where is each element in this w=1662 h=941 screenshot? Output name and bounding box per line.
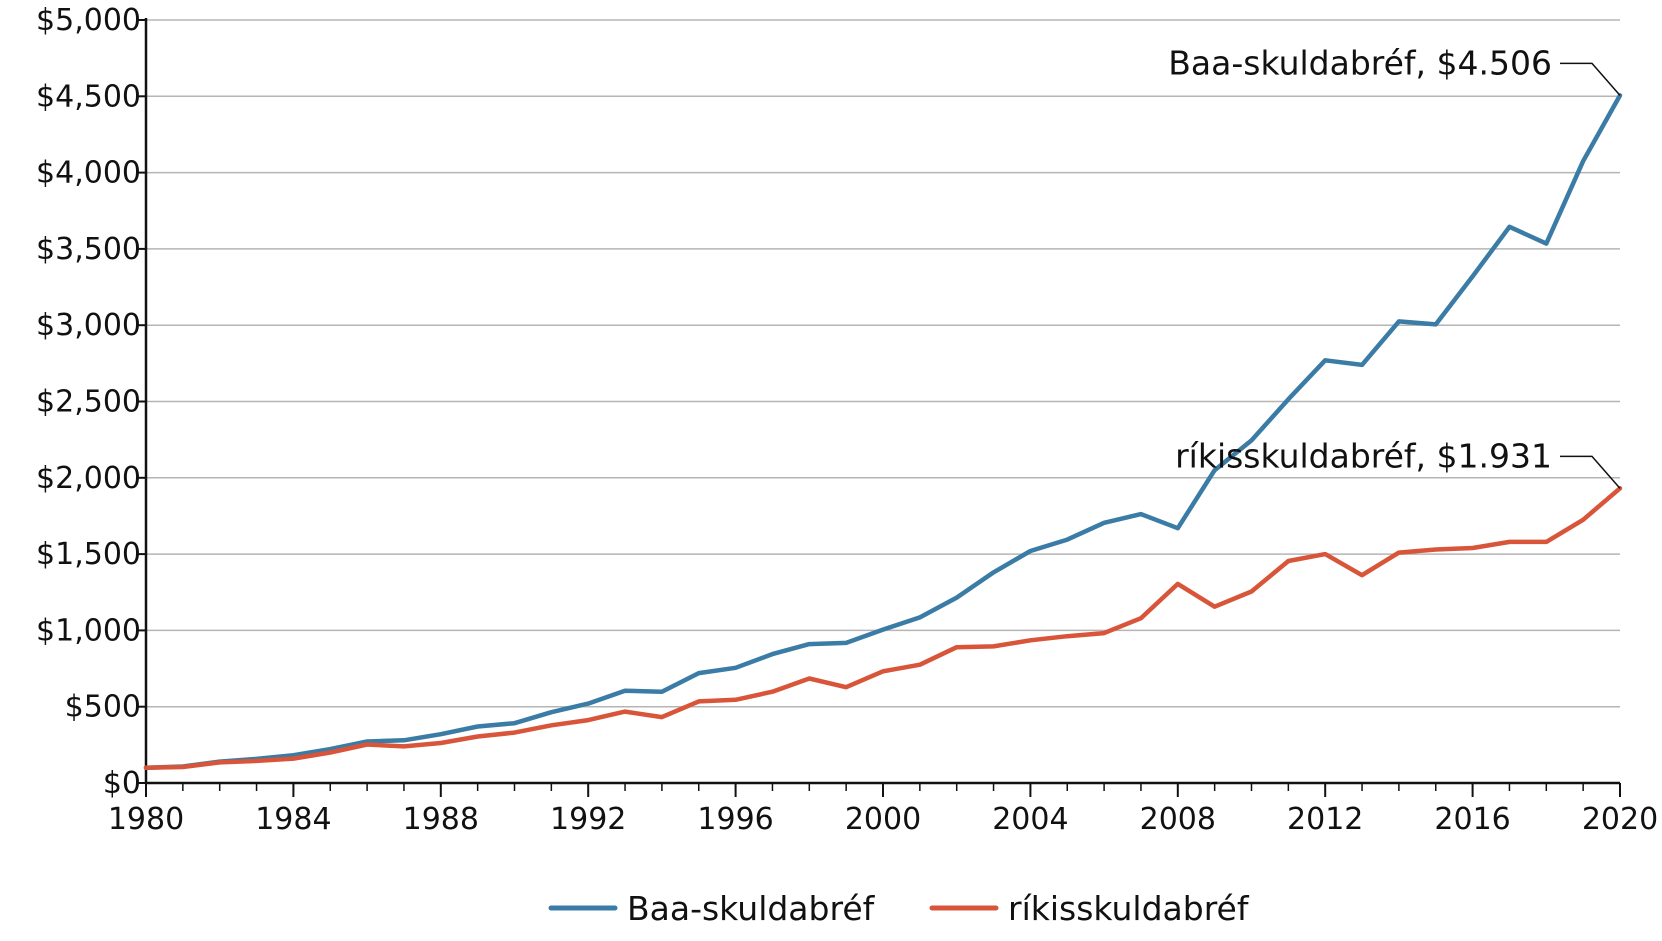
y-tick-label: $5,000 bbox=[36, 3, 141, 38]
series-end-label-2: ríkisskuldabréf, $1.931 bbox=[1175, 436, 1552, 475]
x-tick-label: 2008 bbox=[1140, 802, 1216, 837]
series-end-label-1: Baa-skuldabréf, $4.506 bbox=[1168, 43, 1552, 82]
x-tick-label: 1992 bbox=[550, 802, 626, 837]
y-tick-label: $3,000 bbox=[36, 308, 141, 343]
x-tick-label: 2000 bbox=[845, 802, 921, 837]
x-tick-label: 2020 bbox=[1582, 802, 1658, 837]
legend: Baa-skuldabréf ríkisskuldabréf bbox=[548, 889, 1250, 928]
legend-label-1: Baa-skuldabréf bbox=[627, 889, 876, 928]
series-line-1 bbox=[143, 93, 1623, 770]
y-tick-label: $0 bbox=[103, 766, 141, 801]
series-end-leader-2 bbox=[1560, 455, 1621, 489]
end-annotations: Baa-skuldabréf, $4.506 ríkisskuldabréf, $… bbox=[1168, 43, 1621, 489]
axes: $0 $500 $1,000 $1,500 $2,000 $2,500 $3,000 $3,5… bbox=[36, 3, 1658, 837]
legend-label-2: ríkisskuldabréf bbox=[1008, 889, 1250, 928]
x-tick-label: 2004 bbox=[992, 802, 1068, 837]
series-line-2 bbox=[143, 486, 1623, 770]
y-tick-label: $500 bbox=[65, 690, 141, 725]
x-tick-label: 1980 bbox=[108, 802, 184, 837]
y-tick-label: $4,000 bbox=[36, 156, 141, 191]
x-tick-label: 2016 bbox=[1434, 802, 1510, 837]
y-tick-label: $1,500 bbox=[36, 537, 141, 572]
x-tick-label: 1996 bbox=[697, 802, 773, 837]
x-tick-label: 1988 bbox=[403, 802, 479, 837]
x-tick-label: 2012 bbox=[1287, 802, 1363, 837]
y-tick-label: $2,500 bbox=[36, 385, 141, 420]
y-tick-label: $2,000 bbox=[36, 461, 141, 496]
y-tick-label: $4,500 bbox=[36, 79, 141, 114]
gridlines bbox=[146, 19, 1620, 708]
y-tick-label: $3,500 bbox=[36, 232, 141, 267]
x-tick-label: 1984 bbox=[255, 802, 331, 837]
series-end-leader-1 bbox=[1560, 62, 1621, 96]
series-lines bbox=[143, 93, 1623, 770]
y-tick-label: $1,000 bbox=[36, 613, 141, 648]
